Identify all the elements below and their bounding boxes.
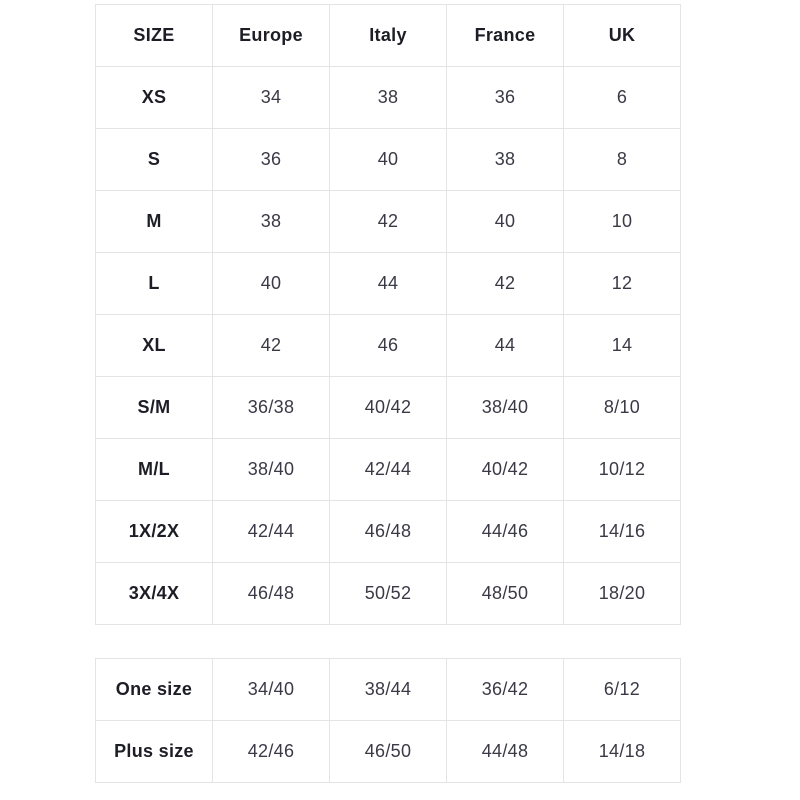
size-label: Plus size: [95, 720, 213, 783]
table-row-plus-size: Plus size 42/46 46/50 44/48 14/18: [95, 720, 681, 783]
size-value: 42/44: [212, 500, 330, 563]
main-table-body: XS 34 38 36 6 S 36 40 38 8 M 38 42 40 10 L 40 44 42 12 XL 42 4…: [95, 66, 681, 625]
size-value: 38/40: [446, 376, 564, 439]
size-value: 40: [329, 128, 447, 191]
size-label: One size: [95, 658, 213, 721]
size-value: 14/18: [563, 720, 681, 783]
column-header-italy: Italy: [329, 4, 447, 67]
size-value: 40: [446, 190, 564, 253]
size-value: 36/38: [212, 376, 330, 439]
size-value: 8: [563, 128, 681, 191]
size-value: 42: [329, 190, 447, 253]
size-chart-page: SIZE Europe Italy France UK XS 34 38 36 6 S 36 40 38…: [95, 4, 681, 783]
size-value: 36: [446, 66, 564, 129]
table-row-one-size: One size 34/40 38/44 36/42 6/12: [95, 658, 681, 721]
size-value: 14: [563, 314, 681, 377]
size-value: 38: [446, 128, 564, 191]
size-value: 10: [563, 190, 681, 253]
table-row-m: M 38 42 40 10: [95, 190, 681, 253]
size-label: M: [95, 190, 213, 253]
size-label: L: [95, 252, 213, 315]
size-value: 42/46: [212, 720, 330, 783]
column-header-france: France: [446, 4, 564, 67]
special-table-body: One size 34/40 38/44 36/42 6/12 Plus size 42/4…: [95, 658, 681, 783]
special-size-table: One size 34/40 38/44 36/42 6/12 Plus size 42/4…: [95, 658, 681, 783]
size-value: 40: [212, 252, 330, 315]
size-value: 38: [329, 66, 447, 129]
size-value: 12: [563, 252, 681, 315]
size-value: 36: [212, 128, 330, 191]
column-header-europe: Europe: [212, 4, 330, 67]
size-conversion-table: SIZE Europe Italy France UK XS 34 38 36 6 S 36 40 38…: [95, 4, 681, 625]
size-value: 40/42: [329, 376, 447, 439]
size-value: 42: [212, 314, 330, 377]
size-value: 10/12: [563, 438, 681, 501]
size-value: 6: [563, 66, 681, 129]
size-value: 6/12: [563, 658, 681, 721]
size-value: 34: [212, 66, 330, 129]
table-row-s: S 36 40 38 8: [95, 128, 681, 191]
size-label: S/M: [95, 376, 213, 439]
size-label: M/L: [95, 438, 213, 501]
size-value: 44/46: [446, 500, 564, 563]
size-value: 8/10: [563, 376, 681, 439]
table-row-m-l: M/L 38/40 42/44 40/42 10/12: [95, 438, 681, 501]
size-value: 42/44: [329, 438, 447, 501]
table-row-1x-2x: 1X/2X 42/44 46/48 44/46 14/16: [95, 500, 681, 563]
size-value: 42: [446, 252, 564, 315]
table-row-s-m: S/M 36/38 40/42 38/40 8/10: [95, 376, 681, 439]
size-value: 46/48: [212, 562, 330, 625]
table-row-xl: XL 42 46 44 14: [95, 314, 681, 377]
column-header-uk: UK: [563, 4, 681, 67]
size-table-head: SIZE Europe Italy France UK: [95, 4, 681, 67]
table-row-xs: XS 34 38 36 6: [95, 66, 681, 129]
size-value: 46/48: [329, 500, 447, 563]
size-value: 38/40: [212, 438, 330, 501]
size-label: XL: [95, 314, 213, 377]
table-header-row: SIZE Europe Italy France UK: [95, 4, 681, 67]
size-value: 36/42: [446, 658, 564, 721]
size-value: 46: [329, 314, 447, 377]
size-value: 44: [329, 252, 447, 315]
size-value: 50/52: [329, 562, 447, 625]
table-row-l: L 40 44 42 12: [95, 252, 681, 315]
size-value: 48/50: [446, 562, 564, 625]
table-row-3x-4x: 3X/4X 46/48 50/52 48/50 18/20: [95, 562, 681, 625]
size-value: 38: [212, 190, 330, 253]
size-value: 14/16: [563, 500, 681, 563]
size-value: 44/48: [446, 720, 564, 783]
column-header-size: SIZE: [95, 4, 213, 67]
size-label: 1X/2X: [95, 500, 213, 563]
size-value: 38/44: [329, 658, 447, 721]
size-value: 18/20: [563, 562, 681, 625]
size-value: 46/50: [329, 720, 447, 783]
size-value: 40/42: [446, 438, 564, 501]
size-label: S: [95, 128, 213, 191]
size-label: 3X/4X: [95, 562, 213, 625]
size-label: XS: [95, 66, 213, 129]
size-value: 34/40: [212, 658, 330, 721]
size-value: 44: [446, 314, 564, 377]
